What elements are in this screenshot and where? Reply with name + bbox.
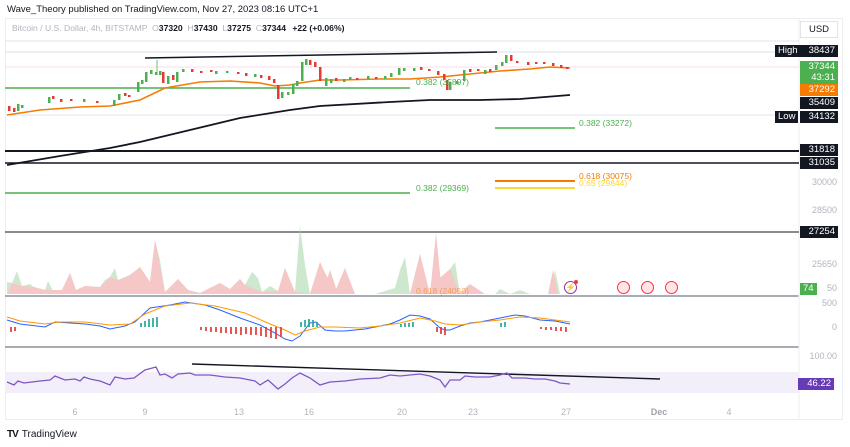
level-tag-27254: 27254 (800, 226, 838, 238)
high-tag-value: 38437 (800, 45, 838, 57)
time-axis-label: 27 (560, 407, 572, 417)
low-tag-value: 34132 (800, 111, 838, 123)
volume-pane (7, 226, 560, 294)
ema200-tag: 35409 (800, 97, 838, 109)
time-axis-label: 4 (726, 407, 732, 417)
high-tag-label: High (775, 45, 801, 57)
publisher-line: Wave_Theory published on TradingView.com… (7, 4, 319, 15)
high-value: 37430 (193, 23, 218, 33)
ohlc-legend: Bitcoin / U.S. Dollar, 4h, BITSTAMP O373… (12, 23, 345, 33)
price-axis-28500: 28500 (811, 205, 837, 215)
volume-axis-50: 50 (826, 283, 837, 293)
price-axis-30000: 30000 (811, 177, 837, 187)
time-axis-label-month: Dec (650, 407, 668, 417)
macd-axis-0: 0 (831, 322, 837, 332)
time-axis-label: 13 (233, 407, 245, 417)
tradingview-logo-icon: TV (7, 429, 19, 440)
symbol-label: Bitcoin / U.S. Dollar, 4h, BITSTAMP (12, 23, 148, 33)
tradingview-brand[interactable]: TV TradingView (7, 429, 77, 440)
price-axis-25650: 25650 (811, 259, 837, 269)
change-value: +22 (+0.06%) (292, 23, 345, 33)
open-value: 37320 (158, 23, 183, 33)
fib-label-30075: 0.618 (30075) (579, 171, 632, 181)
us-flag-event-icon[interactable] (617, 281, 630, 294)
time-axis-label: 9 (142, 407, 148, 417)
candles (8, 55, 569, 112)
low-tag-label: Low (775, 111, 799, 123)
time-axis-label: 23 (467, 407, 479, 417)
countdown-tag: 43:31 (800, 72, 838, 84)
rsi-value-tag: 46.22 (798, 378, 834, 390)
rsi-axis-100: 100.00 (809, 351, 837, 361)
fib-label-29369: 0.382 (29369) (416, 183, 469, 193)
fib-label-33272: 0.382 (33272) (579, 118, 632, 128)
current-price-tag: 37344 (800, 61, 838, 73)
level-tag-31818: 31818 (800, 144, 838, 156)
time-axis-label: 16 (303, 407, 315, 417)
volume-tag: 74 (800, 283, 817, 295)
level-tag-31035: 31035 (800, 157, 838, 169)
ema-tag: 37292 (800, 84, 838, 96)
macd-pane (6, 301, 571, 342)
time-axis-label: 6 (72, 407, 78, 417)
lightning-event-icon[interactable]: ⚡ (564, 280, 578, 294)
fib-label-35897: 0.382 (35897) (416, 77, 469, 87)
us-flag-event-icon[interactable] (665, 281, 678, 294)
brand-name: TradingView (21, 429, 77, 440)
low-value: 37275 (227, 23, 252, 33)
close-value: 37344 (262, 23, 286, 33)
fib-label-24050: 0.618 (24050) (416, 286, 469, 296)
fib-label-29844: 0.65 (29844) (579, 178, 628, 188)
chart-frame[interactable] (5, 18, 843, 420)
us-flag-event-icon[interactable] (641, 281, 654, 294)
currency-selector[interactable]: USD (800, 21, 838, 38)
macd-axis-500: 500 (821, 298, 837, 308)
time-axis-label: 20 (396, 407, 408, 417)
